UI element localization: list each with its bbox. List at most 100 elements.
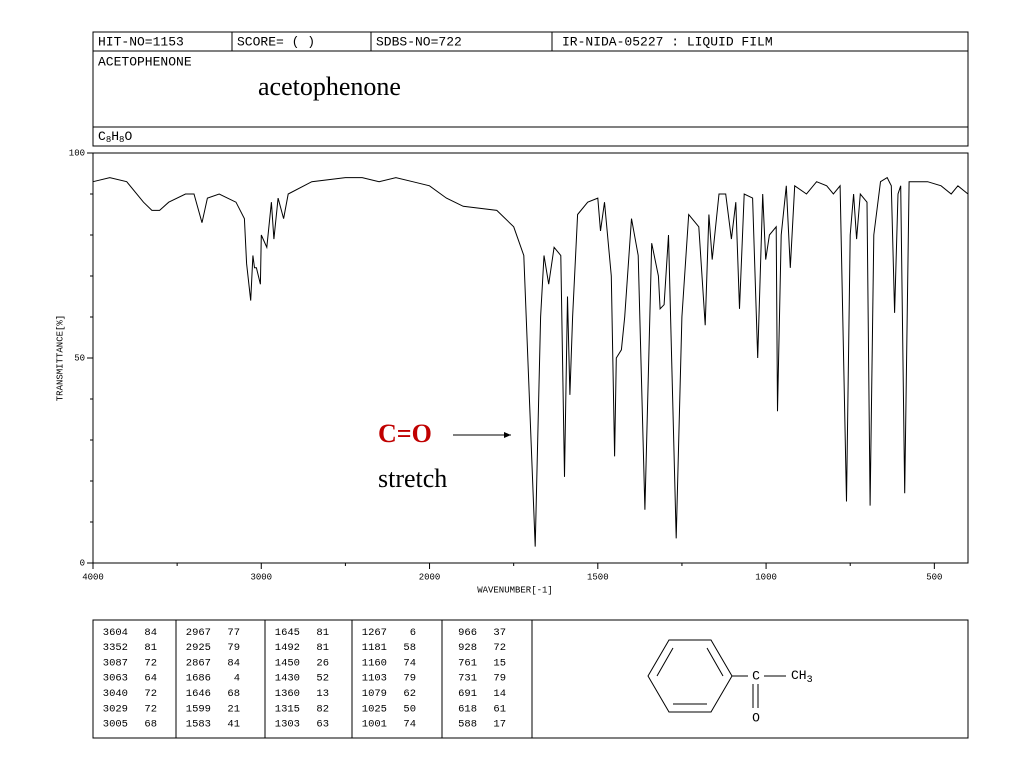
peak-transmittance: 68 <box>144 719 157 731</box>
atom: CH3 <box>791 668 813 685</box>
chart: 0 50 100 4000 3000 2000 1500 1000 500 <box>69 148 969 582</box>
peak-transmittance: 50 <box>403 703 416 715</box>
bond <box>656 647 674 677</box>
peak-wavenumber: 1160 <box>362 657 387 669</box>
peak-transmittance: 72 <box>144 657 157 669</box>
atom-part: CH <box>791 668 807 683</box>
method: IR-NIDA-05227 : LIQUID FILM <box>562 34 773 49</box>
peak-wavenumber: 1103 <box>362 673 387 685</box>
peak-wavenumber: 2925 <box>186 642 211 654</box>
peak-wavenumber: 1315 <box>275 703 300 715</box>
plot-frame <box>92 152 969 564</box>
peak-transmittance: 79 <box>227 642 240 654</box>
peak-transmittance: 68 <box>227 688 240 700</box>
spectrum-line <box>92 176 969 547</box>
peak-wavenumber: 3604 <box>103 627 128 639</box>
peak-transmittance: 61 <box>493 703 506 715</box>
x-tick-label: 1500 <box>587 572 609 582</box>
peak-transmittance: 64 <box>144 673 157 685</box>
peak-wavenumber: 3087 <box>103 657 128 669</box>
peak-transmittance: 81 <box>316 642 329 654</box>
peak-wavenumber: 1599 <box>186 703 211 715</box>
peak-transmittance: 82 <box>316 703 329 715</box>
formula-part: O <box>124 129 132 144</box>
peak-transmittance: 72 <box>144 703 157 715</box>
peak-wavenumber: 1303 <box>275 719 300 731</box>
x-tick-label: 1000 <box>755 572 777 582</box>
atom: O <box>752 710 760 725</box>
peak-wavenumber: 588 <box>458 719 477 731</box>
peak-table <box>92 619 969 739</box>
annotation: C=O <box>378 419 432 448</box>
peak-wavenumber: 618 <box>458 703 477 715</box>
peak-transmittance: 77 <box>227 627 240 639</box>
peak-wavenumber: 1686 <box>186 673 211 685</box>
peak-wavenumber: 3352 <box>103 642 128 654</box>
peak-transmittance: 81 <box>316 627 329 639</box>
peak-transmittance: 79 <box>403 673 416 685</box>
peak-wavenumber: 928 <box>458 642 477 654</box>
peak-wavenumber: 3063 <box>103 673 128 685</box>
y-tick-label: 100 <box>69 148 85 158</box>
peak-wavenumber: 1450 <box>275 657 300 669</box>
peak-wavenumber: 2967 <box>186 627 211 639</box>
peak-wavenumber: 1001 <box>362 719 387 731</box>
peak-transmittance: 81 <box>144 642 157 654</box>
y-axis-label: TRANSMITTANCE[%] <box>55 315 65 401</box>
peak-transmittance: 13 <box>316 688 329 700</box>
sdbs-no: SDBS-NO=722 <box>376 34 462 49</box>
peak-transmittance: 41 <box>227 719 240 731</box>
peak-transmittance: 84 <box>227 657 240 669</box>
peak-transmittance: 84 <box>144 627 157 639</box>
peak-transmittance: 58 <box>403 642 416 654</box>
peak-wavenumber: 1492 <box>275 642 300 654</box>
peak-wavenumber: 3029 <box>103 703 128 715</box>
structure <box>647 639 786 713</box>
score: SCORE= ( ) <box>237 34 315 49</box>
x-tick-label: 500 <box>926 572 942 582</box>
atom-part: 3 <box>807 675 813 686</box>
peak-transmittance: 14 <box>493 688 506 700</box>
x-tick-label: 3000 <box>250 572 272 582</box>
bond <box>706 647 724 677</box>
peak-transmittance: 52 <box>316 673 329 685</box>
peak-wavenumber: 1645 <box>275 627 300 639</box>
hit-no: HIT-NO=1153 <box>98 34 184 49</box>
peak-wavenumber: 761 <box>458 657 477 669</box>
peak-wavenumber: 1267 <box>362 627 387 639</box>
peak-wavenumber: 1583 <box>186 719 211 731</box>
peak-transmittance: 4 <box>234 673 240 685</box>
peak-transmittance: 6 <box>410 627 416 639</box>
peak-wavenumber: 3005 <box>103 719 128 731</box>
peak-transmittance: 17 <box>493 719 506 731</box>
peak-wavenumber: 966 <box>458 627 477 639</box>
peak-transmittance: 26 <box>316 657 329 669</box>
peak-transmittance: 72 <box>493 642 506 654</box>
benzene-ring <box>647 639 733 713</box>
peak-wavenumber: 691 <box>458 688 477 700</box>
peak-transmittance: 74 <box>403 657 416 669</box>
peak-transmittance: 63 <box>316 719 329 731</box>
peak-transmittance: 37 <box>493 627 506 639</box>
peak-wavenumber: 1025 <box>362 703 387 715</box>
compound-name: ACETOPHENONE <box>98 54 192 69</box>
compound-label: acetophenone <box>258 72 401 101</box>
peak-wavenumber: 2867 <box>186 657 211 669</box>
peak-wavenumber: 3040 <box>103 688 128 700</box>
y-tick-label: 50 <box>74 353 85 363</box>
peak-wavenumber: 1360 <box>275 688 300 700</box>
peak-wavenumber: 1079 <box>362 688 387 700</box>
formula-part: H <box>111 129 119 144</box>
formula-part: C <box>98 129 106 144</box>
annotation: stretch <box>378 464 447 493</box>
atom: C <box>752 668 760 683</box>
x-tick-label: 4000 <box>82 572 104 582</box>
peak-transmittance: 21 <box>227 703 240 715</box>
peak-transmittance: 15 <box>493 657 506 669</box>
formula-part: 8 <box>119 135 124 145</box>
peak-wavenumber: 731 <box>458 673 477 685</box>
peak-wavenumber: 1430 <box>275 673 300 685</box>
formula: C8H8O <box>98 129 132 145</box>
